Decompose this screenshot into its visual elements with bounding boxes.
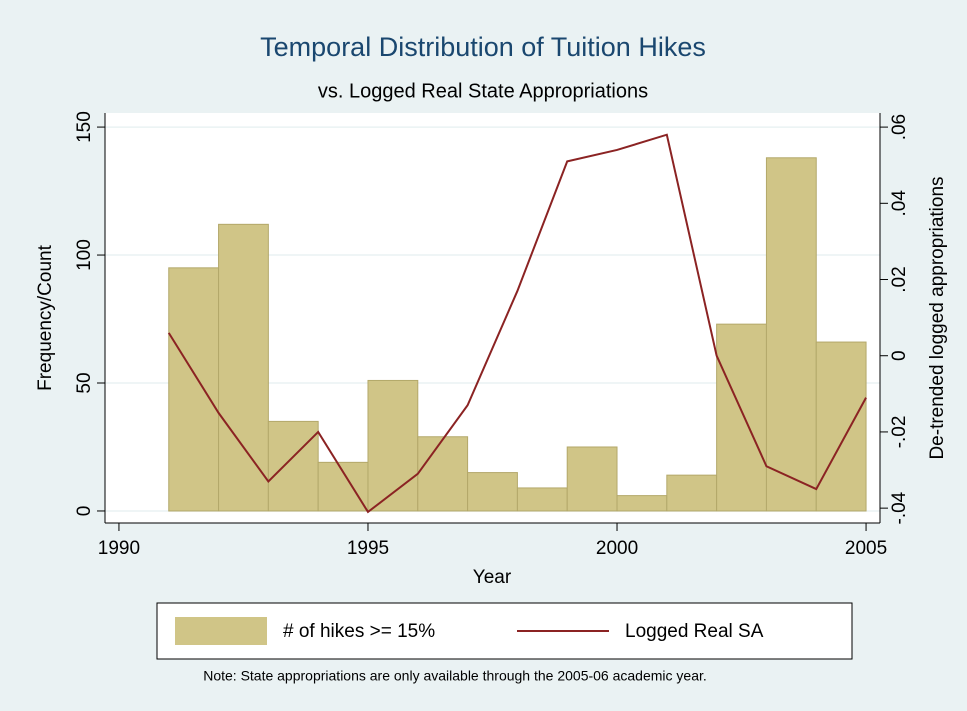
chart-title: Temporal Distribution of Tuition Hikes (260, 32, 706, 62)
bar (317, 461, 369, 512)
y2-tick-label: .04 (889, 190, 910, 217)
bar (168, 267, 220, 512)
note: Note: State appropriations are only avai… (203, 668, 707, 684)
bar (267, 420, 319, 512)
bar (716, 323, 767, 512)
y2-tick-label: .02 (889, 266, 910, 292)
x-tick-label: 1995 (347, 538, 389, 559)
x-tick-label: 2005 (845, 538, 887, 559)
bar (367, 379, 419, 512)
y-tick-label: 0 (74, 506, 95, 517)
line (167, 133, 867, 514)
y-axis-title: Frequency/Count (35, 244, 56, 390)
bar (616, 495, 668, 512)
legend-key (175, 617, 267, 645)
bar (815, 341, 867, 512)
y2-tick-label: .06 (889, 114, 910, 140)
x-tick-label: 2000 (596, 538, 638, 559)
x-tick-label: 1990 (98, 538, 140, 559)
legend-label: # of hikes >= 15% (283, 621, 435, 642)
bar (218, 223, 269, 512)
y-tick-label: 150 (74, 111, 95, 143)
x-axis-title: Year (473, 567, 512, 588)
bar (516, 487, 568, 512)
y2-tick-label: 0 (889, 350, 910, 361)
bar (566, 446, 618, 512)
bar (467, 472, 518, 512)
bar (765, 157, 817, 512)
legend (156, 602, 853, 660)
y2-tick-label: -.02 (889, 416, 910, 449)
bar (666, 474, 718, 512)
y-tick-label: 50 (74, 372, 95, 393)
y-tick-label: 100 (74, 239, 95, 271)
chart-subtitle: vs. Logged Real State Appropriations (318, 80, 648, 102)
y2-tick-label: -.04 (889, 491, 910, 524)
legend-label: Logged Real SA (625, 621, 764, 642)
bar (417, 436, 469, 512)
y2-axis-title: De-trended logged appropriations (927, 176, 948, 459)
